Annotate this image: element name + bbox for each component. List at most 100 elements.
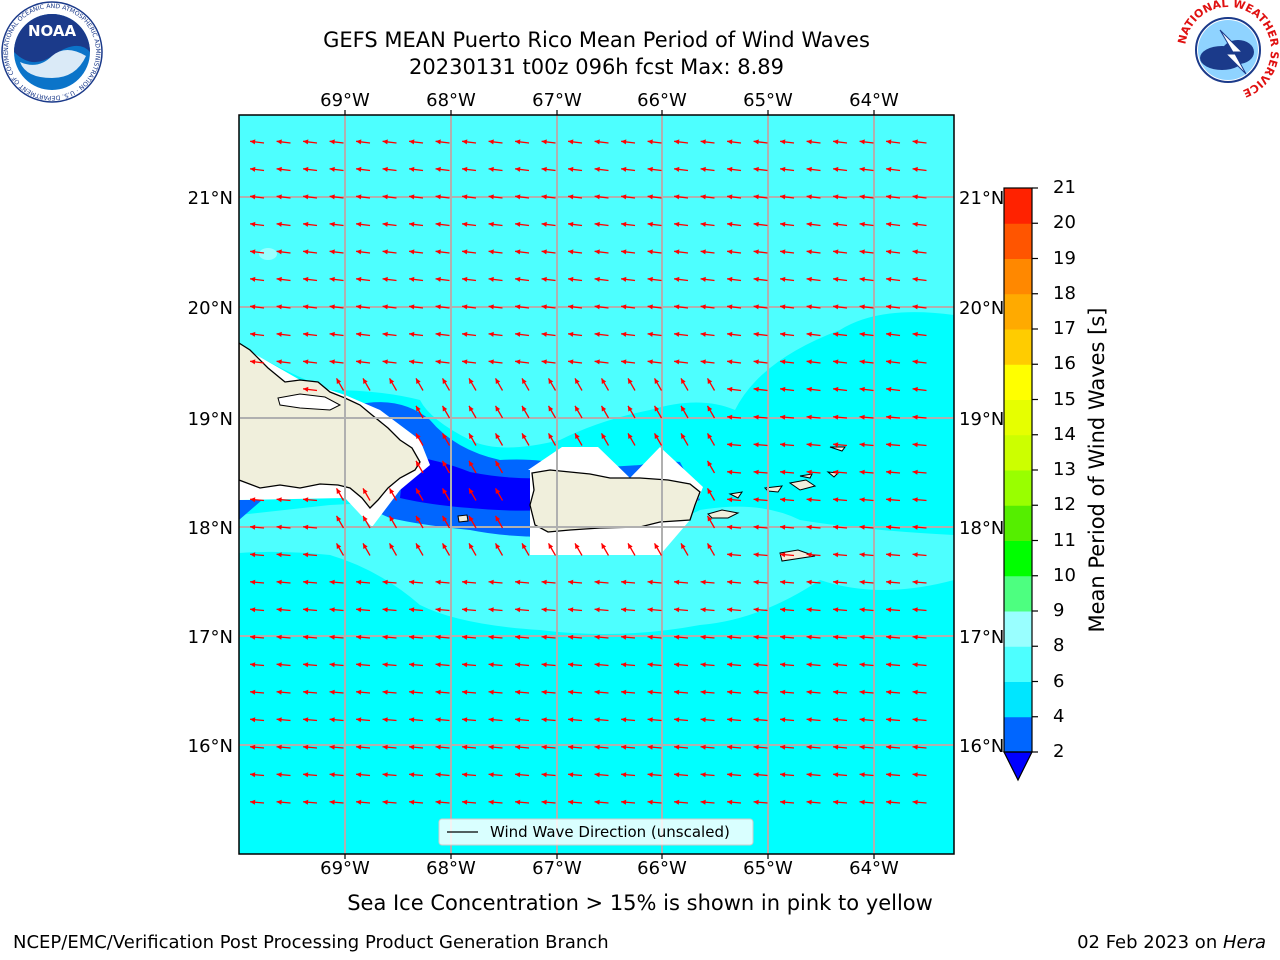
colorbar-tick-label: 20 <box>1053 212 1076 234</box>
wind-arrow-head <box>488 799 494 805</box>
footer-host: Hera <box>1222 932 1266 953</box>
wind-arrow-head <box>276 139 282 145</box>
wind-arrow-head <box>409 799 415 805</box>
colorbar-segment <box>1004 611 1032 647</box>
wind-arrow-head <box>548 543 554 549</box>
wind-arrow-head <box>753 221 759 227</box>
wind-arrow-head <box>833 552 839 558</box>
wind-arrow-head <box>303 579 309 585</box>
colorbar-segment <box>1004 646 1032 682</box>
wind-arrow-head <box>601 433 607 439</box>
wind-arrow-head <box>833 249 839 255</box>
wind-arrow-head <box>541 662 547 668</box>
wind-arrow-head <box>833 524 839 530</box>
wind-arrow-head <box>886 717 892 723</box>
wind-arrow-head <box>833 194 839 200</box>
wind-arrow-head <box>435 579 441 585</box>
wind-wave-direction-arrows <box>249 139 927 805</box>
wind-arrow-head <box>621 166 627 172</box>
chart-title-line2: 20230131 t00z 096h fcst Max: 8.89 <box>409 55 784 79</box>
wind-arrow-head <box>276 304 282 310</box>
wind-arrow-head <box>515 276 521 282</box>
wind-arrow-head <box>912 552 918 558</box>
footer-date-text: 02 Feb 2023 on <box>1077 932 1223 953</box>
lat-label-right: 17°N <box>959 627 1004 648</box>
wind-arrow-head <box>700 139 706 145</box>
wind-arrow-head <box>382 331 388 337</box>
wind-arrow-head <box>389 378 395 384</box>
wind-arrow-head <box>276 552 282 558</box>
wind-arrow-head <box>859 359 865 365</box>
wind-arrow-head <box>628 433 633 439</box>
lat-label-left: 16°N <box>188 736 233 757</box>
wind-arrow-head <box>833 386 839 392</box>
wind-arrow-head <box>700 744 706 750</box>
wind-arrow-head <box>912 331 918 337</box>
wind-arrow-head <box>515 579 521 585</box>
wind-arrow-head <box>727 469 733 475</box>
wind-arrow-head <box>488 166 494 172</box>
wind-arrow-head <box>250 799 256 805</box>
wind-arrow-head <box>859 634 865 640</box>
wind-arrow-head <box>469 515 474 522</box>
wind-arrow-head <box>594 607 600 613</box>
wind-arrow-head <box>276 221 282 227</box>
wind-arrow-head <box>753 662 759 668</box>
wind-arrow-head <box>780 799 786 805</box>
wind-arrow-head <box>568 662 574 668</box>
legend-label: Wind Wave Direction (unscaled) <box>490 823 730 841</box>
wind-arrow-head <box>250 194 256 200</box>
wind-arrow-head <box>541 799 547 805</box>
wind-arrow-head <box>859 276 865 282</box>
wind-arrow-head <box>621 276 627 282</box>
wind-arrow-head <box>462 607 468 613</box>
wind-arrow-head <box>727 524 733 530</box>
wind-arrow-head <box>833 304 839 310</box>
wind-arrow-head <box>250 744 256 750</box>
wind-arrow-head <box>541 166 547 172</box>
wind-arrow-head <box>594 194 600 200</box>
wind-arrow-head <box>568 249 574 255</box>
wind-arrow-head <box>515 717 521 723</box>
wind-arrow-head <box>912 386 918 392</box>
wind-arrow-head <box>409 194 415 200</box>
wind-arrow-head <box>806 276 812 282</box>
wind-arrow-head <box>356 662 362 668</box>
wind-arrow-head <box>488 304 494 310</box>
wind-arrow-head <box>488 221 494 227</box>
wind-arrow-head <box>833 497 839 503</box>
colorbar-segment <box>1004 540 1032 577</box>
wind-arrow-head <box>515 634 521 640</box>
wind-arrow-head <box>859 607 865 613</box>
lon-label-top: 65°W <box>743 90 793 111</box>
wind-arrow-head <box>859 442 865 448</box>
wind-arrow-head <box>833 799 839 805</box>
wind-arrow-head <box>409 717 415 723</box>
wind-arrow-head <box>250 249 256 255</box>
wind-arrow-head <box>488 634 494 640</box>
wind-arrow-head <box>303 607 309 613</box>
wind-arrow-head <box>409 579 415 585</box>
wind-arrow-head <box>356 139 362 145</box>
colorbar-frame <box>1003 187 1033 753</box>
wind-arrow-head <box>435 166 441 172</box>
wind-arrow-head <box>435 799 441 805</box>
wind-arrow-head <box>780 717 786 723</box>
wind-arrow-head <box>886 166 892 172</box>
wind-arrow-head <box>594 744 600 750</box>
wind-arrow-head <box>462 249 468 255</box>
wind-arrow-head <box>621 772 627 778</box>
wind-arrow-head <box>780 607 786 613</box>
wind-arrow-head <box>647 579 653 585</box>
wind-arrow-head <box>912 607 918 613</box>
wind-arrow-head <box>409 276 415 282</box>
wind-arrow-head <box>727 386 733 392</box>
wind-arrow-head <box>707 433 713 439</box>
wind-arrow-head <box>382 717 388 723</box>
wind-arrow-head <box>886 359 892 365</box>
lon-label-bottom: 66°W <box>637 858 687 879</box>
wind-arrow-head <box>753 799 759 805</box>
lat-label-left: 20°N <box>188 298 233 319</box>
wind-arrow-head <box>250 634 256 640</box>
wind-arrow-head <box>833 717 839 723</box>
